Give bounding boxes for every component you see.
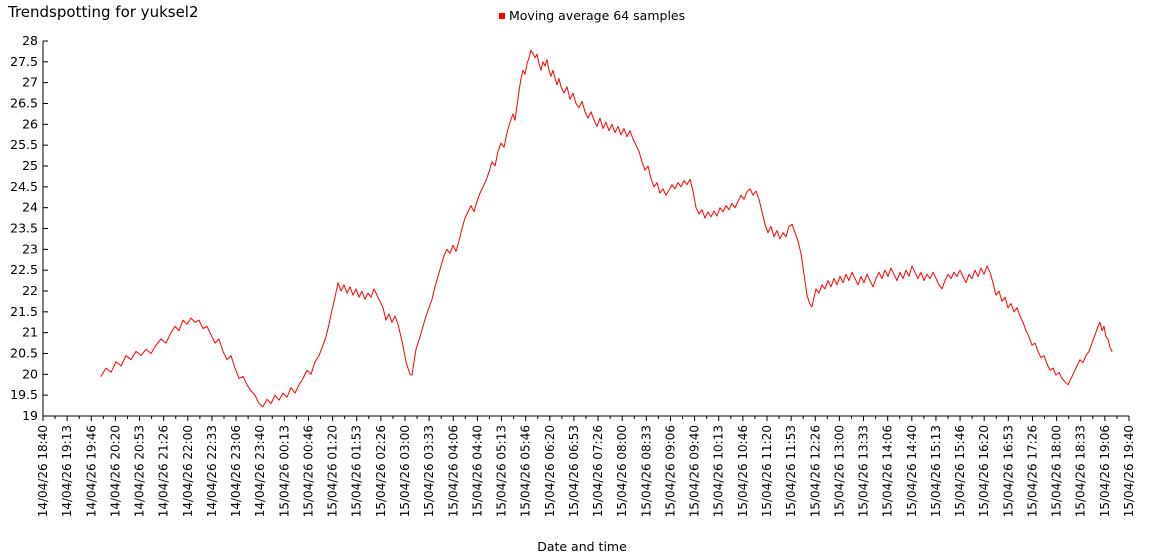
legend-label: Moving average 64 samples [509,8,686,23]
x-tick-label: 15/04/26 11:20 [760,425,774,517]
x-tick-label: 15/04/26 18:00 [1050,425,1064,517]
x-tick-label: 15/04/26 11:53 [784,425,798,517]
x-tick-label: 15/04/26 17:26 [1025,425,1039,517]
x-tick-label: 14/04/26 23:06 [229,425,243,517]
y-tick-label: 19.5 [10,387,38,402]
x-tick-label: 15/04/26 02:26 [374,425,388,517]
x-tick-label: 15/04/26 04:40 [470,425,484,517]
y-tick-label: 22.5 [10,262,38,277]
x-tick-label: 15/04/26 15:13 [929,425,943,517]
x-tick-label: 15/04/26 09:06 [663,425,677,517]
y-tick-label: 24 [22,200,38,215]
x-tick-label: 15/04/26 03:00 [398,425,412,517]
legend: Moving average 64 samples [499,8,685,23]
y-tick-label: 25.5 [10,137,38,152]
legend-marker-icon [499,12,505,19]
x-tick-label: 15/04/26 01:20 [326,425,340,517]
x-tick-label: 15/04/26 08:00 [615,425,629,517]
x-tick-label: 15/04/26 18:33 [1074,425,1088,517]
y-tick-label: 25 [22,158,38,173]
y-tick-label: 21 [22,325,38,340]
chart-title: Trendspotting for yuksel2 [8,3,199,21]
x-tick-label: 15/04/26 00:13 [277,425,291,517]
x-tick-label: 15/04/26 03:33 [422,425,436,517]
x-tick-label: 15/04/26 19:06 [1098,425,1112,517]
x-tick-label: 15/04/26 04:06 [446,425,460,517]
x-tick-label: 15/04/26 16:20 [977,425,991,517]
x-tick-label: 14/04/26 20:20 [108,425,122,517]
x-tick-label: 14/04/26 20:53 [133,425,147,517]
x-tick-label: 14/04/26 22:00 [181,425,195,517]
x-tick-label: 15/04/26 13:33 [857,425,871,517]
y-tick-label: 24.5 [10,179,38,194]
y-tick-label: 23 [22,241,38,256]
x-tick-label: 15/04/26 12:26 [808,425,822,517]
y-tick-label: 20 [22,366,38,381]
x-tick-label: 15/04/26 00:46 [301,425,315,517]
x-tick-label: 15/04/26 13:00 [832,425,846,517]
y-tick-label: 20.5 [10,346,38,361]
x-tick-label: 15/04/26 05:13 [495,425,509,517]
y-tick-label: 22 [22,283,38,298]
x-tick-label: 15/04/26 09:40 [688,425,702,517]
x-tick-label: 14/04/26 18:40 [36,425,50,517]
y-tick-label: 28 [22,33,38,48]
y-tick-label: 23.5 [10,221,38,236]
x-tick-label: 15/04/26 06:20 [543,425,557,517]
x-tick-label: 15/04/26 15:46 [953,425,967,517]
x-tick-label: 15/04/26 16:53 [1001,425,1015,517]
y-tick-label: 26.5 [10,96,38,111]
x-tick-label: 14/04/26 22:33 [205,425,219,517]
x-tick-label: 15/04/26 14:06 [881,425,895,517]
x-tick-label: 15/04/26 01:53 [350,425,364,517]
y-tick-label: 21.5 [10,304,38,319]
x-tick-label: 15/04/26 05:46 [519,425,533,517]
y-tick-label: 27.5 [10,54,38,69]
y-tick-label: 19 [22,408,38,423]
y-tick-label: 27 [22,75,38,90]
x-tick-label: 15/04/26 07:26 [591,425,605,517]
x-tick-label: 14/04/26 19:46 [84,425,98,517]
x-tick-label: 14/04/26 21:26 [157,425,171,517]
x-axis-title: Date and time [537,539,627,554]
x-tick-label: 14/04/26 23:40 [253,425,267,517]
x-tick-label: 15/04/26 10:13 [712,425,726,517]
x-tick-label: 15/04/26 14:40 [905,425,919,517]
x-tick-label: 15/04/26 06:53 [567,425,581,517]
x-tick-label: 14/04/26 19:13 [60,425,74,517]
x-tick-label: 15/04/26 10:46 [736,425,750,517]
y-tick-label: 26 [22,116,38,131]
x-tick-label: 15/04/26 19:40 [1122,425,1136,517]
x-tick-label: 15/04/26 08:33 [639,425,653,517]
series-line [100,49,1113,408]
